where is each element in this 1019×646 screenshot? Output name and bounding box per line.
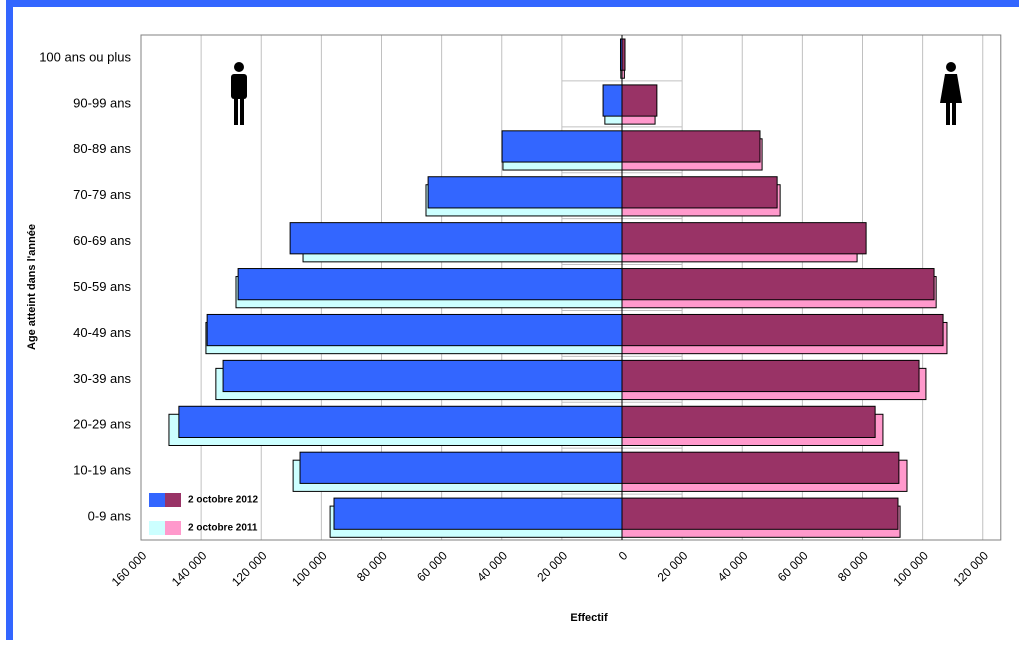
female-bar bbox=[621, 176, 778, 209]
female-bar bbox=[621, 497, 899, 530]
x-tick-label: 80 000 bbox=[354, 548, 390, 584]
male-bar bbox=[178, 405, 623, 438]
male-bar bbox=[206, 313, 623, 347]
x-tick-label: 120 000 bbox=[229, 548, 270, 589]
y-tick-label: 0-9 ans bbox=[88, 508, 132, 523]
x-tick-label: 40 000 bbox=[474, 548, 510, 584]
x-tick-label: 100 000 bbox=[890, 548, 931, 589]
y-tick-label: 30-39 ans bbox=[73, 371, 131, 386]
y-tick-label: 40-49 ans bbox=[73, 325, 131, 340]
male-bar bbox=[237, 268, 623, 301]
y-axis-label: Age atteint dans l'année bbox=[26, 224, 38, 350]
female-bar bbox=[621, 222, 867, 255]
x-tick-label: 20 000 bbox=[534, 548, 570, 584]
legend-swatch bbox=[165, 493, 181, 507]
y-tick-label: 70-79 ans bbox=[73, 187, 131, 202]
y-tick-label: 60-69 ans bbox=[73, 233, 131, 248]
y-tick-label: 20-29 ans bbox=[73, 417, 131, 432]
x-tick-label: 140 000 bbox=[169, 548, 210, 589]
x-tick-label: 60 000 bbox=[414, 548, 450, 584]
male-bar bbox=[299, 451, 623, 484]
male-icon bbox=[231, 62, 247, 125]
legend-swatch bbox=[149, 493, 165, 507]
legend-label: 2 octobre 2012 bbox=[188, 495, 258, 506]
female-icon bbox=[940, 62, 962, 125]
y-tick-label: 10-19 ans bbox=[73, 463, 131, 478]
female-bar bbox=[621, 130, 761, 163]
female-bar bbox=[621, 84, 658, 117]
y-tick-label: 100 ans ou plus bbox=[39, 49, 131, 64]
female-bar bbox=[621, 359, 920, 393]
female-bar bbox=[621, 313, 944, 347]
x-tick-label: 160 000 bbox=[109, 548, 150, 589]
legend-swatch bbox=[165, 521, 181, 535]
male-bar bbox=[602, 84, 623, 117]
y-tick-label: 50-59 ans bbox=[73, 279, 131, 294]
male-bar bbox=[289, 222, 623, 255]
legend-swatch bbox=[149, 521, 165, 535]
legend-label: 2 octobre 2011 bbox=[188, 523, 258, 534]
x-tick-label: 100 000 bbox=[289, 548, 330, 589]
male-bar bbox=[427, 176, 623, 209]
plot-border bbox=[140, 34, 1002, 541]
male-bar bbox=[222, 359, 623, 393]
female-bar bbox=[621, 268, 935, 301]
x-tick-label: 60 000 bbox=[775, 548, 811, 584]
x-tick-label: 120 000 bbox=[951, 548, 992, 589]
female-bar bbox=[621, 451, 900, 484]
x-tick-label: 80 000 bbox=[835, 548, 871, 584]
x-tick-label: 20 000 bbox=[655, 548, 691, 584]
frame bbox=[6, 0, 1019, 640]
male-bar bbox=[501, 130, 623, 163]
male-bar bbox=[333, 497, 623, 530]
x-tick-label: 40 000 bbox=[715, 548, 751, 584]
female-bar bbox=[621, 405, 876, 438]
y-tick-label: 90-99 ans bbox=[73, 95, 131, 110]
y-tick-label: 80-89 ans bbox=[73, 141, 131, 156]
x-axis-label: Effectif bbox=[570, 612, 608, 624]
x-tick-label: 0 bbox=[616, 548, 631, 563]
